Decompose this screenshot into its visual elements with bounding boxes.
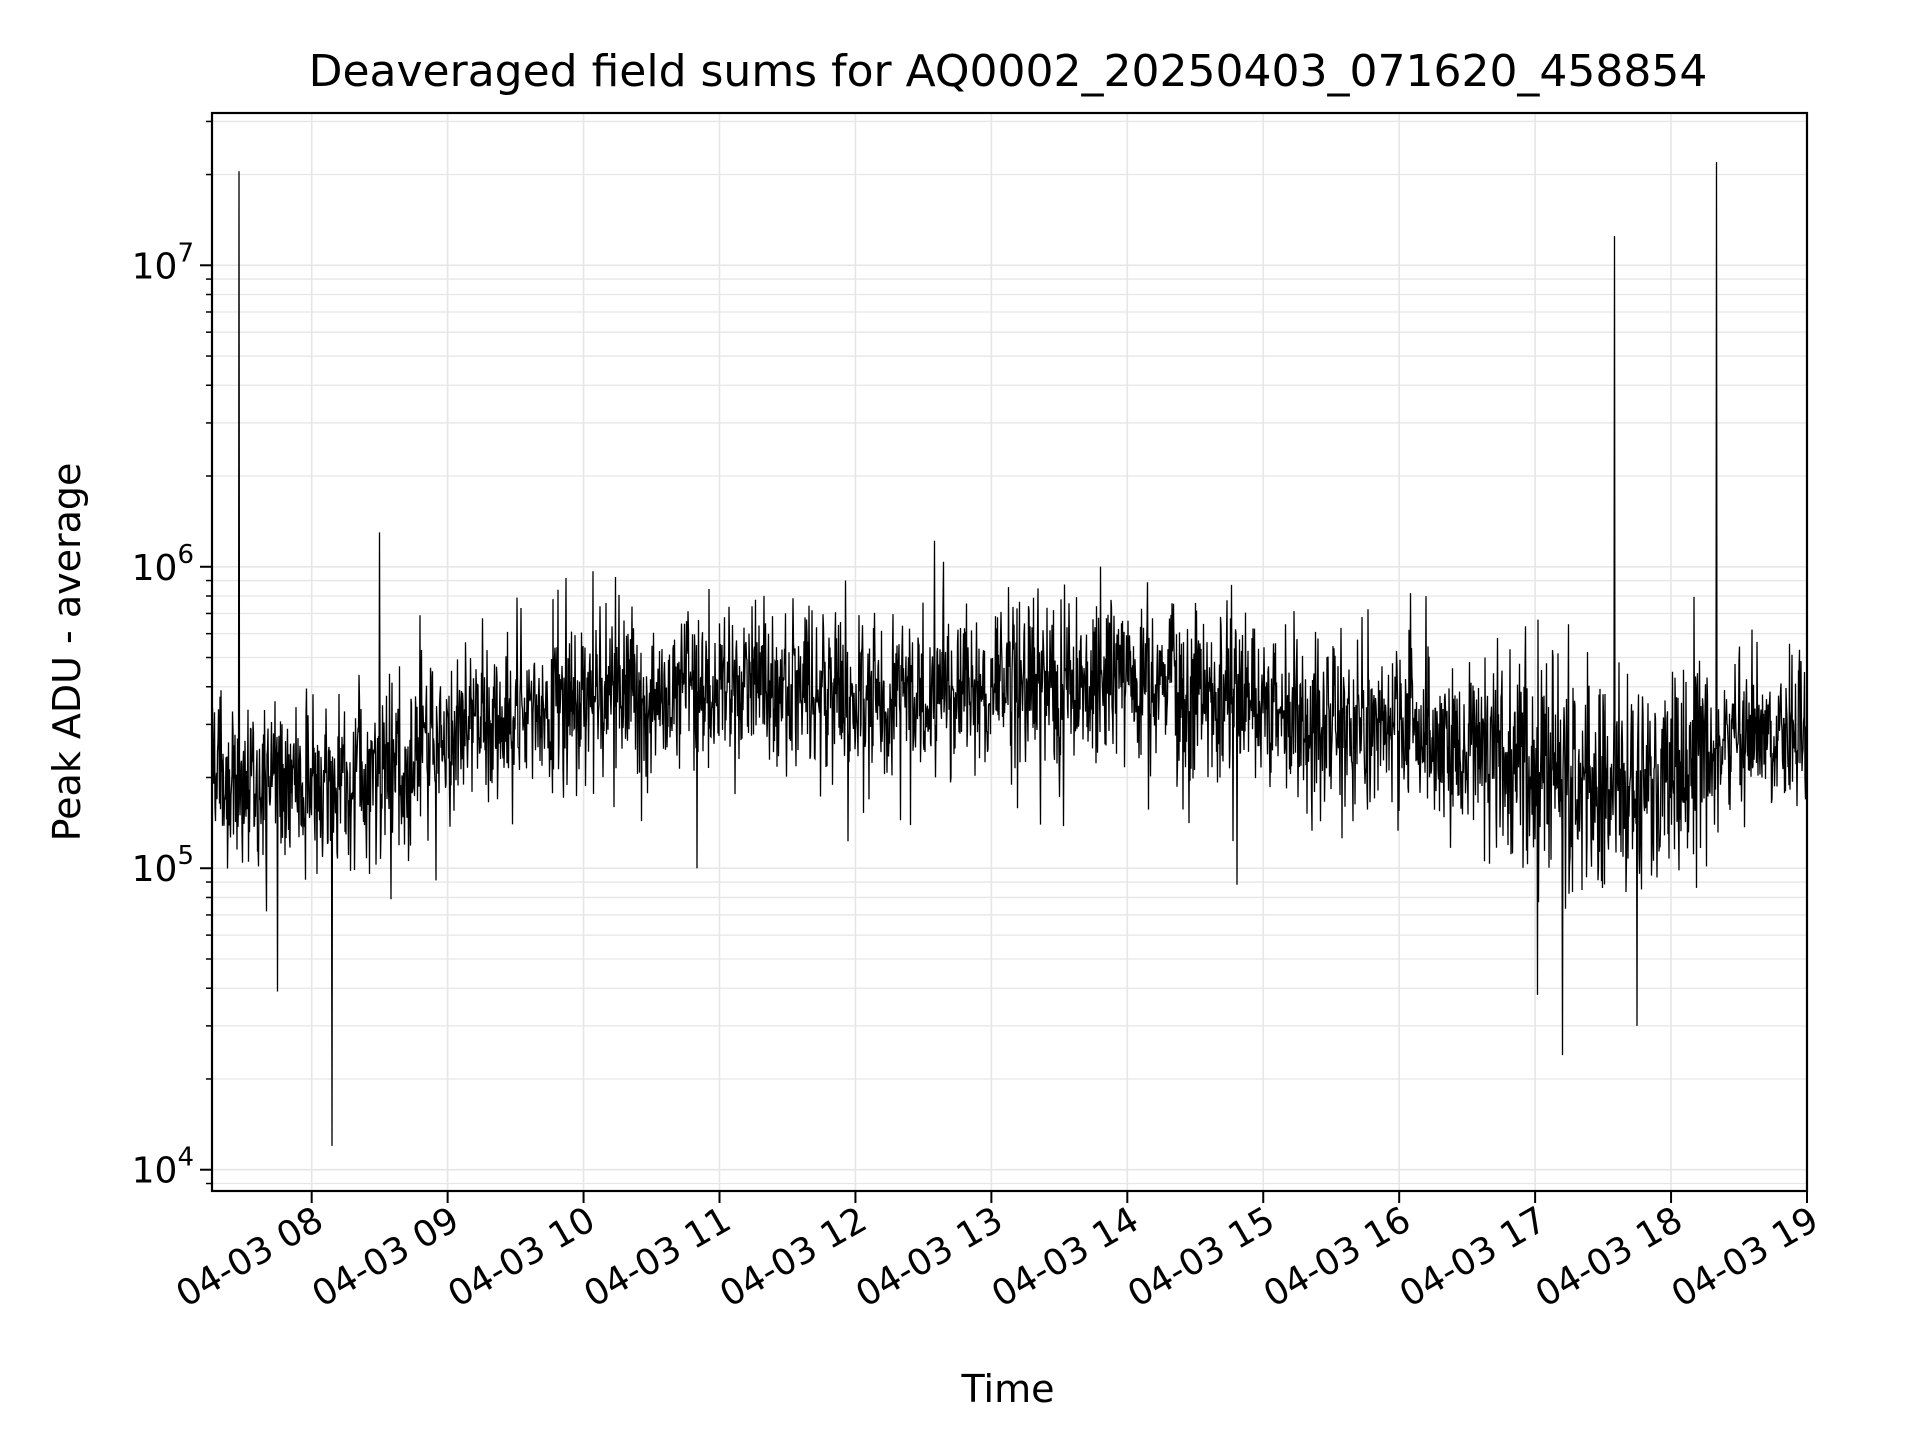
series-line-path	[211, 162, 1808, 1146]
y-tick-exponent: 7	[177, 238, 194, 268]
y-tick-exponent: 6	[177, 540, 194, 570]
y-axis-label: Peak ADU - average	[45, 463, 89, 842]
series-line	[211, 162, 1808, 1146]
y-tick-base: 10	[132, 548, 178, 589]
grid	[212, 113, 1808, 1191]
x-axis-label: Time	[961, 1367, 1055, 1411]
y-tick-base: 10	[132, 1151, 178, 1192]
chart-title: Deaveraged field sums for AQ0002_2025040…	[309, 46, 1708, 97]
y-tick-base: 10	[132, 246, 178, 287]
y-tick-base: 10	[132, 849, 178, 890]
y-tick-label: 105	[132, 841, 194, 890]
y-tick-exponent: 4	[177, 1143, 194, 1173]
y-tick-label: 106	[132, 540, 194, 589]
y-tick-label: 104	[132, 1143, 194, 1192]
y-tick-label: 107	[132, 238, 194, 287]
plot-frame	[210, 111, 1809, 1193]
y-tick-exponent: 5	[177, 841, 194, 871]
